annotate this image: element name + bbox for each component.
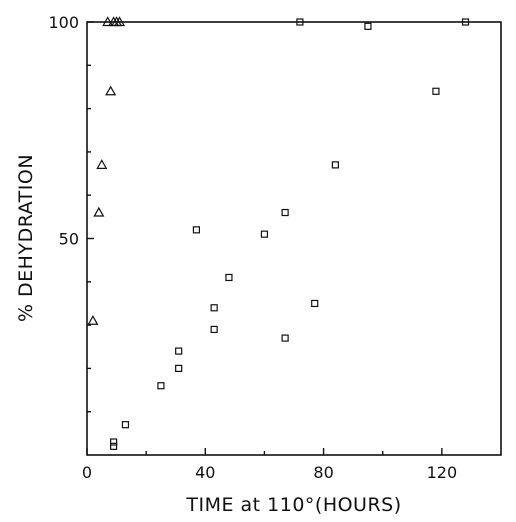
triangle-point bbox=[87, 315, 99, 325]
data-markers bbox=[87, 16, 470, 450]
x-tick-label-0: 0 bbox=[82, 463, 92, 482]
square-point bbox=[311, 299, 319, 308]
square-point bbox=[260, 230, 269, 238]
axis-ticks bbox=[86, 21, 443, 455]
square-point bbox=[110, 442, 118, 450]
y-tick-label-100: 100 bbox=[48, 13, 79, 32]
square-point bbox=[461, 18, 470, 26]
square-point bbox=[281, 208, 289, 217]
square-point bbox=[192, 226, 201, 234]
x-axis-title: TIME at 110°(HOURS) bbox=[185, 494, 401, 516]
triangle-point bbox=[96, 159, 108, 169]
square-point bbox=[210, 304, 218, 312]
y-tick-label-50: 50 bbox=[59, 230, 79, 249]
y-axis-title: % DEHYDRATION bbox=[15, 154, 37, 322]
square-point bbox=[175, 347, 183, 355]
square-point bbox=[110, 438, 118, 446]
x-tick-label-40: 40 bbox=[195, 463, 215, 482]
square-point bbox=[331, 161, 339, 169]
plot-frame bbox=[86, 21, 502, 456]
triangle-point bbox=[105, 85, 117, 96]
x-tick-label-80: 80 bbox=[313, 463, 333, 482]
square-point bbox=[210, 325, 218, 334]
triangle-point bbox=[102, 16, 114, 27]
tick-labels: 0 40 80 120 50 100 bbox=[48, 13, 457, 482]
square-point bbox=[121, 421, 130, 429]
square-point bbox=[432, 87, 440, 95]
square-point bbox=[296, 18, 304, 26]
square-point bbox=[157, 382, 165, 390]
triangle-point bbox=[93, 206, 105, 217]
square-point bbox=[225, 273, 233, 282]
square-point bbox=[175, 364, 183, 372]
square-point bbox=[281, 334, 289, 342]
triangle-point bbox=[114, 16, 126, 27]
square-point bbox=[364, 22, 372, 30]
x-tick-label-120: 120 bbox=[427, 463, 458, 482]
